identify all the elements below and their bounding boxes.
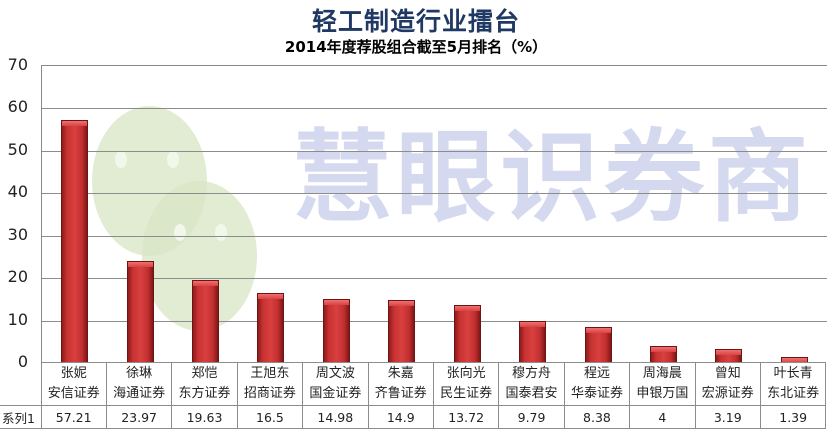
watermark-eye [174, 224, 186, 241]
category-label: 郑恺 东方证券 [171, 362, 238, 406]
bar [649, 346, 677, 363]
gridline [42, 320, 827, 322]
data-table: 张妮 安信证券 徐琳 海通证券 郑恺 东方证券 王旭东 招商证券 周文波 国金证券 朱嘉 齐鲁证券 张向… [0, 362, 827, 429]
value-cell: 8.38 [563, 405, 631, 429]
y-tick-label: 20 [7, 267, 28, 287]
chart-subtitle: 2014年度荐股组合截至5月排名（%） [284, 38, 548, 56]
value-cell: 23.97 [105, 405, 173, 429]
category-label: 张妮 安信证券 [40, 362, 107, 406]
y-tick-label: 60 [7, 97, 28, 117]
gridline [42, 278, 827, 280]
category-label: 叶长青 东北证券 [759, 362, 827, 406]
analyst-name: 朱嘉 [387, 366, 414, 381]
analyst-name: 周海晨 [642, 366, 682, 381]
category-label: 徐琳 海通证券 [105, 362, 173, 406]
bar [519, 321, 547, 363]
y-tick-label: 40 [7, 182, 28, 202]
table-corner [0, 362, 42, 406]
category-label: 张向光 民生证券 [432, 362, 500, 406]
broker-name: 民生证券 [440, 386, 493, 401]
analyst-name: 徐琳 [126, 366, 153, 381]
bar [715, 349, 743, 363]
gridline [42, 108, 827, 110]
watermark-eye [115, 151, 127, 168]
series-row: 系列1 57.21 23.97 19.63 16.5 14.98 14.9 13.72 9.7… [0, 405, 827, 429]
broker-name: 申银万国 [636, 386, 689, 401]
broker-name: 国金证券 [309, 386, 362, 401]
broker-name: 安信证券 [47, 386, 100, 401]
value-cell: 9.79 [498, 405, 565, 429]
analyst-name: 张向光 [446, 366, 486, 381]
y-tick-label: 30 [7, 224, 28, 244]
bar [61, 120, 89, 363]
category-label: 朱嘉 齐鲁证券 [367, 362, 434, 406]
category-label: 周海晨 申银万国 [629, 362, 696, 406]
analyst-name: 周文波 [315, 366, 355, 381]
broker-name: 齐鲁证券 [374, 386, 427, 401]
broker-name: 海通证券 [113, 386, 166, 401]
broker-name: 招商证券 [243, 386, 296, 401]
watermark-eye [215, 224, 227, 241]
plot-area: 慧眼识券商 [41, 65, 827, 363]
gridline [42, 193, 827, 195]
watermark-text: 慧眼识券商 [292, 119, 812, 236]
analyst-name: 曾知 [714, 366, 741, 381]
broker-name: 东北证券 [767, 386, 820, 401]
analyst-name: 张妮 [60, 366, 87, 381]
chart-title: 轻工制造行业擂台 [311, 7, 520, 36]
watermark-eye [167, 151, 179, 168]
value-cell: 3.19 [694, 405, 761, 429]
bar [453, 304, 481, 363]
gridline [42, 235, 827, 237]
value-cell: 19.63 [171, 405, 238, 429]
value-cell: 57.21 [40, 405, 107, 429]
broker-name: 华泰证券 [570, 386, 623, 401]
bar [192, 279, 220, 363]
analyst-name: 郑恺 [191, 366, 218, 381]
y-tick-label: 10 [7, 309, 28, 329]
analyst-name: 叶长青 [773, 366, 813, 381]
gridline [42, 150, 827, 152]
bar [584, 327, 612, 363]
broker-name: 宏源证券 [701, 386, 754, 401]
y-tick-label: 50 [7, 139, 28, 159]
category-label: 周文波 国金证券 [302, 362, 369, 406]
analyst-name: 穆方舟 [512, 366, 552, 381]
value-cell: 14.9 [367, 405, 434, 429]
value-cell: 4 [629, 405, 696, 429]
series-label: 系列1 [0, 405, 42, 429]
value-cell: 13.72 [432, 405, 500, 429]
value-cell: 16.5 [236, 405, 304, 429]
bar [388, 299, 416, 363]
broker-name: 东方证券 [178, 386, 231, 401]
analyst-name: 程远 [583, 366, 610, 381]
category-label: 王旭东 招商证券 [236, 362, 304, 406]
category-label: 程远 华泰证券 [563, 362, 631, 406]
bar [257, 292, 285, 363]
category-row: 张妮 安信证券 徐琳 海通证券 郑恺 东方证券 王旭东 招商证券 周文波 国金证券 朱嘉 齐鲁证券 张向… [0, 362, 827, 406]
value-cell: 14.98 [302, 405, 369, 429]
y-tick-label: 0 [17, 352, 28, 371]
bar [126, 261, 154, 363]
value-cell: 1.39 [759, 405, 827, 429]
y-tick-label: 70 [7, 55, 28, 74]
category-label: 穆方舟 国泰君安 [498, 362, 565, 406]
bar [322, 299, 350, 363]
category-label: 曾知 宏源证券 [694, 362, 761, 406]
broker-name: 国泰君安 [505, 386, 558, 401]
analyst-name: 王旭东 [250, 366, 290, 381]
